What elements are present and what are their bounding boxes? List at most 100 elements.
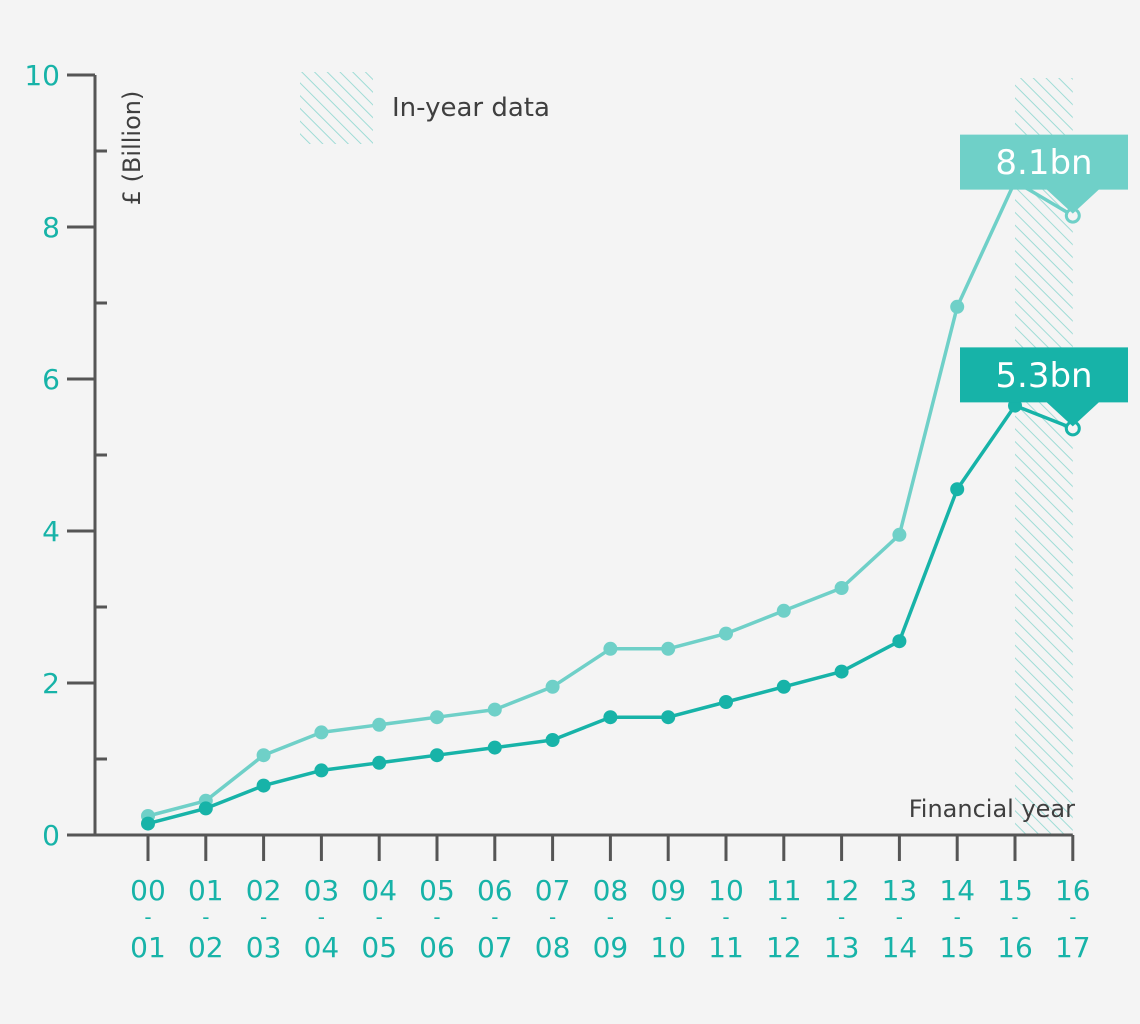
data-point	[719, 695, 733, 709]
x-tick-label-dash: -	[1069, 905, 1076, 929]
x-tick-label: 09-10	[650, 874, 686, 964]
x-tick-label-bottom: 10	[650, 931, 686, 964]
y-tick-label: 10	[24, 59, 60, 92]
legend-swatch	[300, 72, 373, 144]
data-point	[314, 725, 329, 740]
callout-box	[960, 347, 1128, 427]
legend-label: In-year data	[392, 93, 550, 123]
data-point	[776, 603, 791, 618]
data-point	[372, 717, 387, 732]
x-tick-label-bottom: 17	[1055, 931, 1091, 964]
data-point	[603, 710, 618, 725]
x-tick-label-bottom: 07	[477, 931, 513, 964]
x-tick-label-bottom: 04	[304, 931, 340, 964]
x-tick-label-dash: -	[260, 905, 267, 929]
data-point	[776, 679, 791, 694]
x-tick-label-bottom: 14	[882, 931, 918, 964]
x-tick-label-top: 08	[593, 874, 629, 907]
x-tick-label-bottom: 15	[939, 931, 975, 964]
x-tick-label-bottom: 05	[361, 931, 397, 964]
x-tick-label-top: 03	[304, 874, 340, 907]
x-tick-label-top: 09	[650, 874, 686, 907]
x-tick-label: 10-11	[708, 874, 744, 964]
data-point	[661, 641, 676, 656]
y-tick-labels: 0 2 4 6 8 10	[24, 59, 60, 852]
data-point	[892, 634, 907, 649]
x-tick-label-top: 12	[824, 874, 860, 907]
x-tick-label-top: 00	[130, 874, 166, 907]
x-tick-label-dash: -	[202, 905, 209, 929]
y-tick-label: 8	[42, 211, 60, 244]
x-tick-label: 12-13	[824, 874, 860, 964]
x-tick-label-dash: -	[780, 905, 787, 929]
y-axis-label: £ (Billion)	[118, 91, 146, 206]
x-tick-label-top: 04	[361, 874, 397, 907]
x-tick-label-dash: -	[549, 905, 556, 929]
data-point	[430, 710, 444, 725]
data-point	[950, 482, 965, 497]
x-tick-label-top: 15	[997, 874, 1033, 907]
y-tick-label: 6	[42, 363, 60, 396]
x-tick-label-top: 05	[419, 874, 455, 907]
x-tick-label-dash: -	[1011, 905, 1018, 929]
x-tick-label: 11-12	[766, 874, 802, 964]
series-line	[147, 403, 1074, 826]
x-tick-label: 16-17	[1055, 874, 1091, 964]
x-tick-label: 03-04	[304, 874, 340, 964]
x-tick-label: 05-06	[419, 874, 455, 964]
x-tick-label-top: 10	[708, 874, 744, 907]
series-2	[141, 398, 1081, 831]
data-point	[198, 801, 213, 816]
x-tick-label-dash: -	[607, 905, 614, 929]
data-point	[141, 816, 155, 831]
x-tick-label: 02-03	[246, 874, 282, 964]
data-point	[603, 641, 618, 656]
x-tick-label: 00-01	[130, 874, 166, 964]
x-tick-label-bottom: 09	[593, 931, 629, 964]
data-point	[487, 702, 502, 717]
y-tick-label: 0	[42, 819, 60, 852]
x-tick-label-dash: -	[896, 905, 903, 929]
x-tick-label-dash: -	[954, 905, 961, 929]
x-tick-label-top: 06	[477, 874, 513, 907]
x-tick-label-top: 02	[246, 874, 282, 907]
x-tick-label-bottom: 01	[130, 931, 166, 964]
axes	[67, 73, 1075, 861]
callout-label: 5.3bn	[995, 356, 1092, 396]
data-point	[892, 527, 907, 542]
series	[141, 174, 1081, 831]
data-point	[314, 763, 329, 778]
x-tick-label-dash: -	[144, 905, 151, 929]
x-tick-label-bottom: 16	[997, 931, 1033, 964]
x-tick-label: 14-15	[939, 874, 975, 964]
x-tick-label: 01-02	[188, 874, 224, 964]
x-tick-label: 07-08	[535, 874, 571, 964]
x-tick-label: 04-05	[361, 874, 397, 964]
data-point	[661, 710, 676, 725]
data-point	[545, 733, 560, 747]
x-tick-label: 13-14	[882, 874, 918, 964]
x-tick-label-bottom: 13	[824, 931, 860, 964]
x-axis-label: Financial year	[909, 795, 1075, 823]
data-point	[834, 581, 849, 595]
x-tick-label-dash: -	[665, 905, 672, 929]
x-tick-label: 06-07	[477, 874, 513, 964]
x-tick-label-dash: -	[838, 905, 845, 929]
data-point	[256, 748, 271, 763]
callout-label: 8.1bn	[995, 143, 1092, 183]
legend: In-year data	[300, 72, 550, 144]
x-tick-label-top: 13	[882, 874, 918, 907]
data-point	[430, 748, 444, 763]
x-tick-label-bottom: 12	[766, 931, 802, 964]
callout-box	[960, 134, 1128, 214]
series-1	[141, 174, 1081, 823]
data-point	[545, 679, 560, 694]
x-tick-label-bottom: 11	[708, 931, 744, 964]
x-tick-label-bottom: 02	[188, 931, 224, 964]
callout-1: 8.1bn	[960, 134, 1128, 214]
x-tick-label-top: 07	[535, 874, 571, 907]
y-tick-label: 2	[42, 667, 60, 700]
x-tick-label-dash: -	[376, 905, 383, 929]
callout-2: 5.3bn	[960, 347, 1128, 427]
